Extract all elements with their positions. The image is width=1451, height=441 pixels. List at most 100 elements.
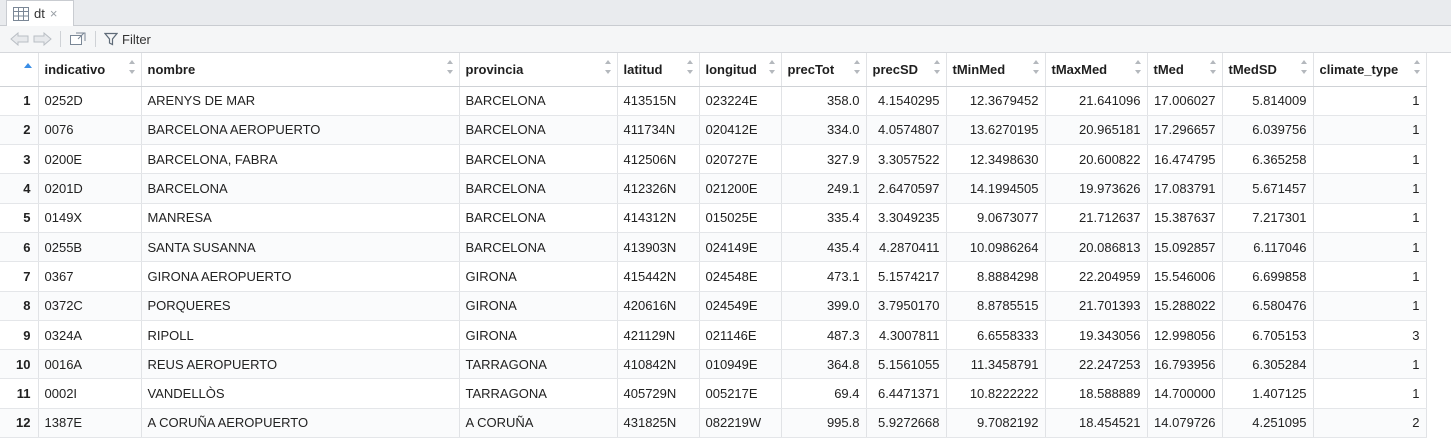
cell-latitud: 413515N <box>617 86 700 116</box>
sort-arrows-icon[interactable] <box>1209 60 1216 74</box>
cell-prectot: 249.1 <box>781 173 867 204</box>
sort-arrows-icon[interactable] <box>1413 60 1420 74</box>
sort-arrows-icon[interactable] <box>933 60 940 74</box>
column-header-tmaxmed[interactable]: tMaxMed <box>1045 53 1148 87</box>
table-row[interactable]: 2 0076 BARCELONA AEROPUERTO BARCELONA 411734… <box>0 115 1427 146</box>
cell-prectot: 399.0 <box>781 291 867 321</box>
column-header-label: tMinMed <box>952 61 1006 77</box>
cell-tmedsd: 6.580476 <box>1222 291 1314 321</box>
cell-indicativo: 0324A <box>38 320 142 351</box>
cell-climate-type: 1 <box>1313 291 1427 321</box>
column-header-precsd[interactable]: precSD <box>866 53 947 87</box>
cell-tmedsd: 7.217301 <box>1222 203 1314 233</box>
cell-indicativo: 0201D <box>38 173 142 204</box>
cell-nombre: PORQUERES <box>141 291 460 321</box>
column-header-indicativo[interactable]: indicativo <box>38 53 142 87</box>
cell-latitud: 411734N <box>617 115 700 146</box>
cell-latitud: 412506N <box>617 144 700 175</box>
cell-tmedsd: 6.305284 <box>1222 349 1314 380</box>
column-header-label: tMed <box>1153 61 1184 77</box>
sort-arrows-icon[interactable] <box>128 60 135 74</box>
table-row[interactable]: 6 0255B SANTA SUSANNA BARCELONA 413903N 02414… <box>0 232 1427 263</box>
cell-latitud: 413903N <box>617 232 700 263</box>
table-row[interactable]: 3 0200E BARCELONA, FABRA BARCELONA 412506N 02… <box>0 144 1427 175</box>
column-header-tmed[interactable]: tMed <box>1147 53 1223 87</box>
cell-indicativo: 0016A <box>38 349 142 380</box>
cell-tminmed: 14.1994505 <box>946 173 1046 204</box>
column-header-latitud[interactable]: latitud <box>617 53 700 87</box>
back-arrow-icon[interactable] <box>10 32 30 46</box>
table-row[interactable]: 10 0016A REUS AEROPUERTO TARRAGONA 410842N 01… <box>0 349 1427 380</box>
forward-arrow-icon[interactable] <box>32 32 52 46</box>
cell-indicativo: 0252D <box>38 86 142 116</box>
column-header-longitud[interactable]: longitud <box>699 53 782 87</box>
sort-arrows-icon[interactable] <box>604 60 611 74</box>
row-number: 9 <box>0 320 39 351</box>
row-number: 11 <box>0 378 39 409</box>
sort-arrows-icon[interactable] <box>1300 60 1307 74</box>
cell-nombre: BARCELONA AEROPUERTO <box>141 115 460 146</box>
data-table: indicativo nombre provincia latitud longitud… <box>0 53 1427 439</box>
cell-prectot: 364.8 <box>781 349 867 380</box>
cell-climate-type: 1 <box>1313 203 1427 233</box>
close-icon[interactable]: × <box>49 6 58 21</box>
cell-longitud: 015025E <box>699 203 782 233</box>
cell-prectot: 335.4 <box>781 203 867 233</box>
column-header-climate-type[interactable]: climate_type <box>1313 53 1427 87</box>
cell-nombre: SANTA SUSANNA <box>141 232 460 263</box>
column-header-label: tMedSD <box>1228 61 1277 77</box>
sort-arrows-icon[interactable] <box>1032 60 1039 74</box>
cell-tmaxmed: 18.588889 <box>1045 378 1148 409</box>
column-header-tminmed[interactable]: tMinMed <box>946 53 1046 87</box>
tab-dt[interactable]: dt × <box>6 0 74 26</box>
column-header-tmedsd[interactable]: tMedSD <box>1222 53 1314 87</box>
cell-nombre: GIRONA AEROPUERTO <box>141 261 460 292</box>
sort-arrows-icon[interactable] <box>768 60 775 74</box>
cell-tmaxmed: 20.965181 <box>1045 115 1148 146</box>
table-row[interactable]: 12 1387E A CORUÑA AEROPUERTO A CORUÑA 431825… <box>0 408 1427 439</box>
sort-arrows-icon[interactable] <box>686 60 693 74</box>
cell-precsd: 5.1574217 <box>866 261 947 292</box>
cell-provincia: BARCELONA <box>459 203 618 233</box>
cell-provincia: BARCELONA <box>459 115 618 146</box>
row-number: 3 <box>0 144 39 175</box>
cell-prectot: 473.1 <box>781 261 867 292</box>
table-row[interactable]: 9 0324A RIPOLL GIRONA 421129N 021146E 487.3 4.3… <box>0 320 1427 351</box>
row-number: 5 <box>0 203 39 233</box>
table-row[interactable]: 7 0367 GIRONA AEROPUERTO GIRONA 415442N 02454… <box>0 261 1427 292</box>
cell-longitud: 024149E <box>699 232 782 263</box>
table-row[interactable]: 8 0372C PORQUERES GIRONA 420616N 024549E 399.0… <box>0 291 1427 321</box>
cell-tmedsd: 5.814009 <box>1222 86 1314 116</box>
tab-label: dt <box>34 6 45 21</box>
cell-provincia: TARRAGONA <box>459 378 618 409</box>
cell-precsd: 3.3057522 <box>866 144 947 175</box>
row-number: 10 <box>0 349 39 380</box>
column-header-prectot[interactable]: precTot <box>781 53 867 87</box>
row-index-header[interactable] <box>0 53 39 87</box>
sort-arrows-icon[interactable] <box>446 60 453 74</box>
sort-arrows-icon[interactable] <box>853 60 860 74</box>
cell-tminmed: 10.8222222 <box>946 378 1046 409</box>
table-row[interactable]: 11 0002I VANDELLÒS TARRAGONA 405729N 005217E 6… <box>0 378 1427 409</box>
column-header-provincia[interactable]: provincia <box>459 53 618 87</box>
cell-precsd: 5.9272668 <box>866 408 947 439</box>
cell-tmed: 15.387637 <box>1147 203 1223 233</box>
popout-icon[interactable] <box>69 31 87 47</box>
cell-tmedsd: 6.699858 <box>1222 261 1314 292</box>
cell-latitud: 405729N <box>617 378 700 409</box>
table-row[interactable]: 1 0252D ARENYS DE MAR BARCELONA 413515N 02322… <box>0 86 1427 116</box>
cell-prectot: 995.8 <box>781 408 867 439</box>
column-header-nombre[interactable]: nombre <box>141 53 460 87</box>
cell-tmedsd: 5.671457 <box>1222 173 1314 204</box>
sort-arrows-icon[interactable] <box>1134 60 1141 74</box>
cell-tmaxmed: 19.973626 <box>1045 173 1148 204</box>
cell-tmed: 17.296657 <box>1147 115 1223 146</box>
table-row[interactable]: 5 0149X MANRESA BARCELONA 414312N 015025E 335.… <box>0 203 1427 233</box>
cell-indicativo: 0367 <box>38 261 142 292</box>
column-header-label: nombre <box>147 61 196 77</box>
cell-prectot: 334.0 <box>781 115 867 146</box>
cell-tminmed: 9.7082192 <box>946 408 1046 439</box>
table-row[interactable]: 4 0201D BARCELONA BARCELONA 412326N 021200E 24… <box>0 173 1427 204</box>
column-header-label: latitud <box>623 61 663 77</box>
filter-button[interactable]: Filter <box>104 32 151 47</box>
